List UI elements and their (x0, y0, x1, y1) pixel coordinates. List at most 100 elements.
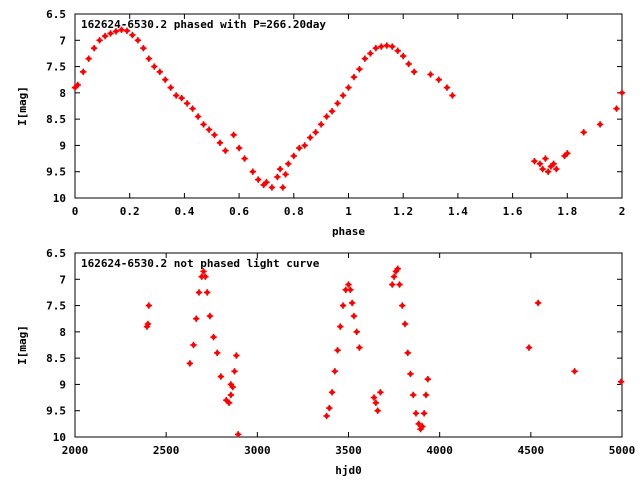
y-tick-label: 7 (59, 273, 66, 286)
data-point (151, 63, 158, 70)
data-point (339, 302, 347, 309)
top-y-axis-label: I[mag] (16, 86, 29, 126)
data-point (296, 144, 303, 152)
data-point (596, 121, 604, 128)
data-point (618, 89, 626, 97)
data-point (328, 108, 336, 115)
data-point (216, 139, 224, 146)
data-point (356, 344, 363, 351)
data-point (536, 160, 544, 168)
y-tick-label: 8 (59, 326, 66, 339)
data-point (255, 176, 262, 183)
data-point (334, 100, 341, 107)
data-point (268, 184, 276, 191)
data-point (217, 373, 225, 380)
data-point (205, 126, 213, 133)
data-point (353, 328, 360, 336)
y-tick-label: 10 (53, 192, 66, 205)
data-point (613, 105, 620, 112)
data-point (290, 152, 297, 160)
data-point (285, 160, 292, 168)
top-panel-phased: 0 0.2 0.4 0.6 0.8 1 1.2 1.4 1.6 1.8 2 6.5 7 7.5 8 8.5 9… (16, 8, 625, 238)
data-point (367, 50, 374, 57)
y-tick-label: 9.5 (46, 405, 66, 418)
data-point (134, 37, 142, 44)
data-point (323, 113, 330, 120)
data-point (553, 165, 560, 173)
data-point (372, 44, 380, 52)
data-point (189, 105, 196, 112)
data-point (564, 150, 571, 157)
top-data-points (71, 26, 626, 191)
data-point (339, 92, 347, 99)
data-point (227, 391, 235, 399)
data-point (140, 44, 147, 52)
y-tick-label: 7.5 (46, 61, 66, 74)
x-tick-label: 4500 (518, 444, 545, 457)
data-point (580, 129, 587, 136)
data-point (396, 281, 403, 288)
data-point (424, 375, 432, 383)
data-point (200, 121, 207, 128)
y-tick-label: 8.5 (46, 113, 66, 126)
data-point (167, 84, 174, 91)
data-point (203, 289, 211, 296)
y-tick-label: 9 (59, 378, 66, 391)
bottom-y-axis-label: I[mag] (16, 325, 29, 365)
data-point (145, 55, 153, 62)
x-tick-label: 1 (345, 205, 352, 218)
y-tick-label: 8 (59, 87, 66, 100)
data-point (118, 26, 125, 33)
data-point (337, 323, 344, 330)
data-point (449, 92, 456, 99)
data-point (525, 344, 533, 351)
data-point (90, 44, 98, 52)
data-point (350, 73, 358, 81)
data-point (263, 179, 270, 186)
data-point (183, 100, 191, 107)
data-point (407, 370, 414, 378)
bottom-panel-unphased: 2000 2500 3000 3500 4000 4500 5000 6.5 7 7.5 8 8.5… (16, 247, 635, 477)
data-point (206, 312, 214, 320)
data-point (534, 299, 542, 307)
data-point (405, 60, 412, 68)
data-point (539, 165, 546, 173)
data-point (276, 165, 284, 173)
data-point (323, 412, 330, 420)
y-tick-label: 9 (59, 139, 66, 152)
data-point (162, 76, 169, 83)
data-point (394, 265, 401, 272)
bottom-x-axis-label: hjd0 (335, 464, 362, 477)
x-tick-label: 0.6 (229, 205, 249, 218)
x-tick-label: 1.6 (503, 205, 523, 218)
data-point (107, 30, 114, 37)
data-point (234, 431, 242, 438)
x-tick-label: 3500 (335, 444, 362, 457)
data-point (211, 131, 218, 139)
data-point (144, 320, 152, 328)
y-tick-label: 9.5 (46, 166, 66, 179)
x-tick-label: 1.8 (557, 205, 577, 218)
data-point (420, 410, 428, 417)
x-tick-label: 2 (619, 205, 626, 218)
data-point (427, 71, 434, 78)
data-point (347, 286, 354, 293)
data-point (194, 113, 202, 120)
data-point (394, 47, 401, 54)
data-point (200, 268, 207, 275)
data-point (230, 131, 237, 139)
data-point (400, 52, 407, 60)
data-point (193, 315, 200, 322)
data-point (227, 381, 235, 388)
data-point (410, 391, 417, 399)
data-point (617, 378, 625, 385)
y-tick-label: 6.5 (46, 8, 66, 21)
data-point (419, 423, 426, 430)
data-point (225, 399, 233, 407)
data-point (279, 184, 287, 191)
data-point (214, 349, 221, 357)
data-point (326, 404, 333, 412)
x-tick-label: 5000 (609, 444, 636, 457)
x-tick-label: 4000 (426, 444, 453, 457)
